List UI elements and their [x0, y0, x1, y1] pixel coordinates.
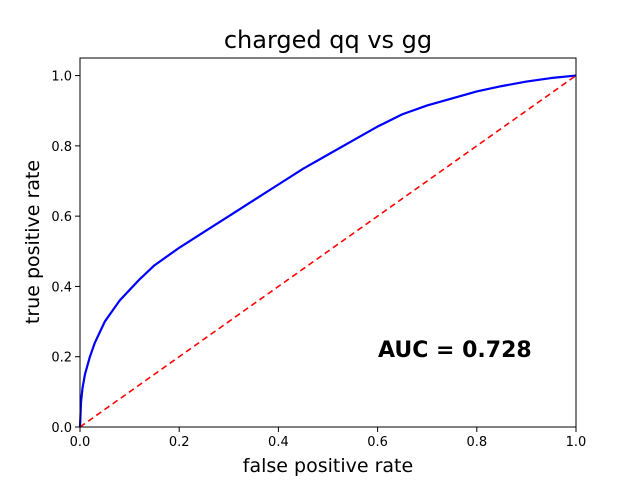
- x-tick-label: 1.0: [566, 435, 587, 450]
- y-tick-label: 0.8: [51, 140, 72, 155]
- x-tick-label: 0.8: [466, 435, 487, 450]
- x-tick-label: 0.2: [169, 435, 190, 450]
- roc-curve-line: [78, 74, 577, 428]
- auc-annotation: AUC = 0.728: [378, 338, 532, 363]
- y-tick-label: 0.2: [51, 351, 72, 366]
- x-axis-label: false positive rate: [243, 455, 413, 477]
- x-axis: 0.0 0.2 0.4 0.6 0.8 1.0: [70, 427, 587, 450]
- y-tick-label: 1.0: [51, 70, 72, 85]
- series-layer: [78, 74, 577, 428]
- chart-title: charged qq vs gg: [224, 26, 432, 54]
- y-axis: 0.0 0.2 0.4 0.6 0.8 1.0: [51, 70, 80, 436]
- y-tick-label: 0.6: [51, 210, 72, 225]
- plot-frame: [79, 57, 577, 428]
- diagonal-reference-line: [79, 74, 577, 428]
- y-tick-label: 0.0: [51, 421, 72, 436]
- x-tick-label: 0.4: [268, 435, 289, 450]
- x-tick-label: 0.6: [367, 435, 388, 450]
- y-tick-label: 0.4: [51, 280, 72, 295]
- plot-area: [78, 57, 577, 428]
- y-axis-label: true positive rate: [22, 160, 44, 324]
- x-tick-label: 0.0: [70, 435, 91, 450]
